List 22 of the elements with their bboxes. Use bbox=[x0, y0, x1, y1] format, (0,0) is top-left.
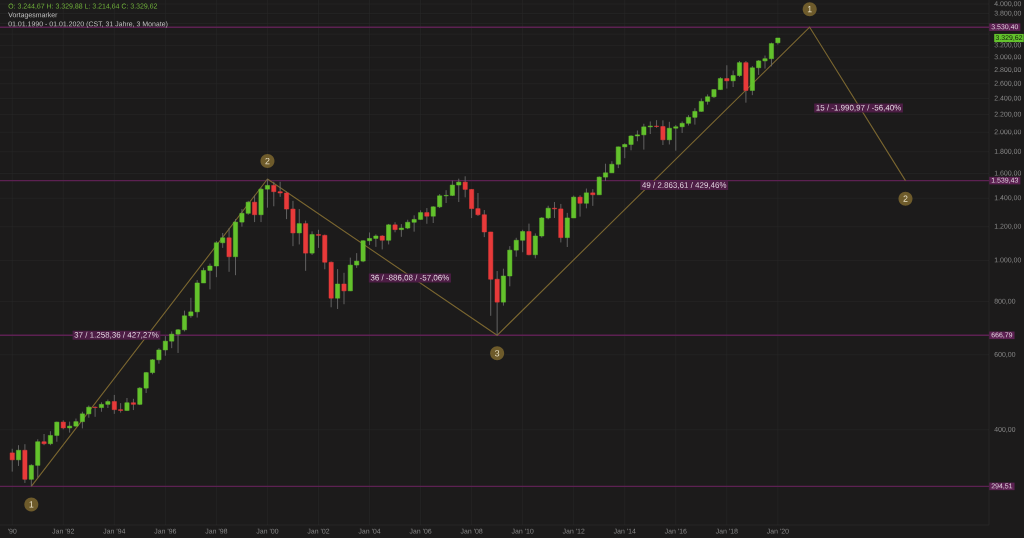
candlestick bbox=[577, 194, 583, 218]
annotation: 2 bbox=[903, 195, 908, 202]
annotation: 1 bbox=[807, 6, 812, 13]
candlestick bbox=[590, 188, 596, 207]
candlestick bbox=[41, 433, 47, 446]
candlestick bbox=[309, 230, 315, 256]
annotation: 2 bbox=[265, 157, 270, 165]
candlestick bbox=[252, 195, 257, 223]
candlestick bbox=[526, 223, 532, 256]
candlestick bbox=[424, 207, 430, 225]
annotation: 3 bbox=[494, 350, 500, 357]
annotation: 1 bbox=[29, 501, 34, 508]
candlestick bbox=[92, 405, 98, 418]
candlestick bbox=[9, 448, 15, 473]
candlestick bbox=[341, 272, 347, 305]
line-series bbox=[30, 26, 907, 487]
candlestick bbox=[296, 208, 302, 245]
candlestick bbox=[226, 227, 232, 273]
candlestick bbox=[16, 444, 21, 467]
candlestick bbox=[335, 268, 340, 310]
candlestick bbox=[724, 64, 730, 90]
candlestick bbox=[584, 188, 589, 209]
